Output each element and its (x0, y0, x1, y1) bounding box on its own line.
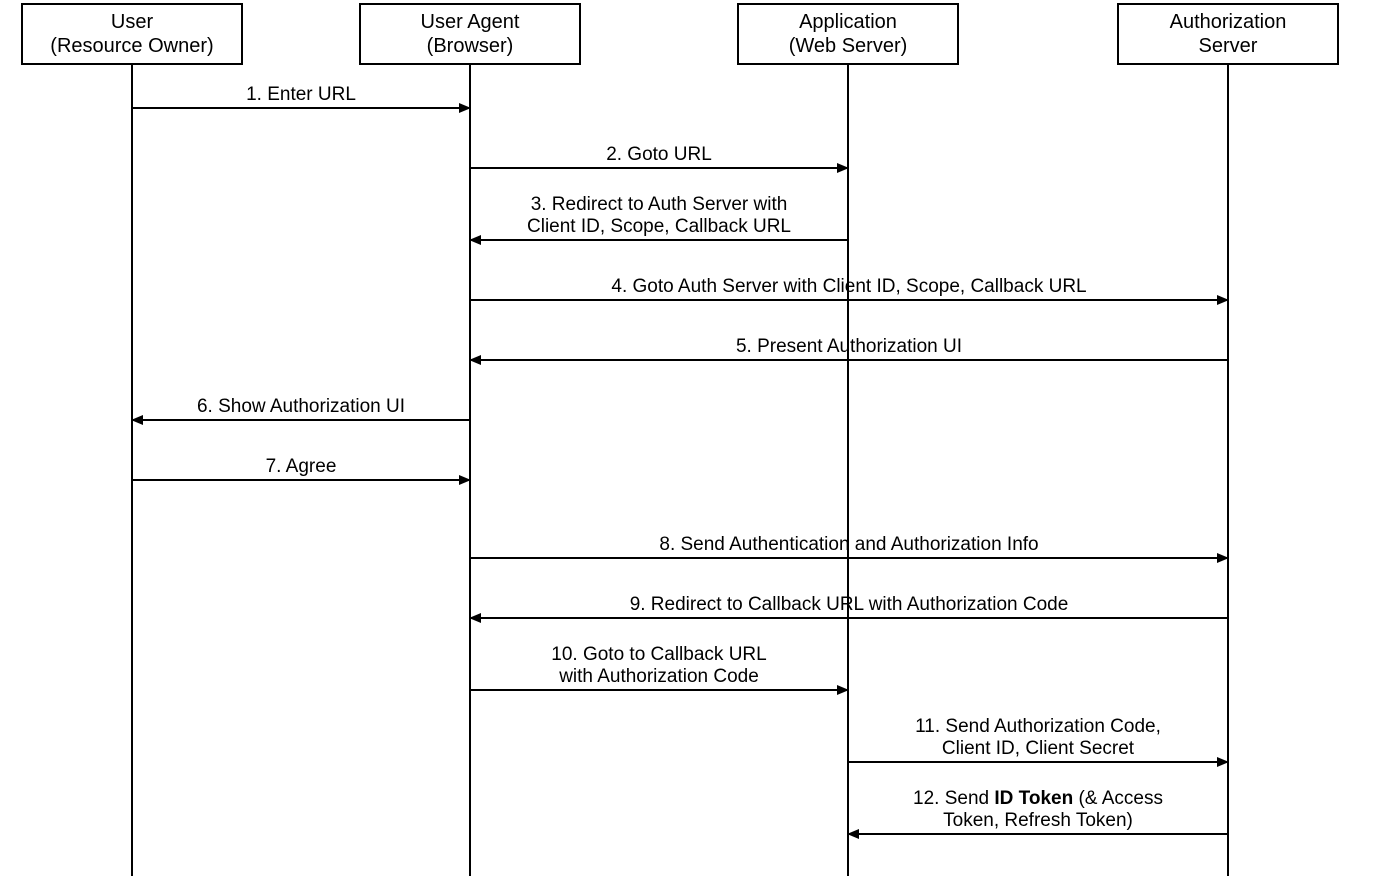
message-label-5: 5. Present Authorization UI (736, 336, 962, 357)
message-label-9: 9. Redirect to Callback URL with Authori… (630, 594, 1069, 615)
message-8: 8. Send Authentication and Authorization… (470, 534, 1228, 558)
message-label-3: 3. Redirect to Auth Server withClient ID… (527, 194, 791, 237)
message-7: 7. Agree (132, 456, 470, 480)
message-5: 5. Present Authorization UI (470, 336, 1228, 360)
message-label-12: 12. Send ID Token (& AccessToken, Refres… (913, 788, 1163, 831)
message-2: 2. Goto URL (470, 144, 848, 168)
message-label-1: 1. Enter URL (246, 84, 356, 105)
message-1: 1. Enter URL (132, 84, 470, 108)
message-6: 6. Show Authorization UI (132, 396, 470, 420)
message-label-2: 2. Goto URL (606, 144, 712, 165)
actor-user: User(Resource Owner) (22, 4, 242, 64)
message-label-11: 11. Send Authorization Code,Client ID, C… (915, 716, 1161, 759)
message-3: 3. Redirect to Auth Server withClient ID… (470, 194, 848, 240)
message-11: 11. Send Authorization Code,Client ID, C… (848, 716, 1228, 762)
message-10: 10. Goto to Callback URLwith Authorizati… (470, 644, 848, 690)
message-label-4: 4. Goto Auth Server with Client ID, Scop… (611, 276, 1086, 297)
message-label-6: 6. Show Authorization UI (197, 396, 405, 417)
message-4: 4. Goto Auth Server with Client ID, Scop… (470, 276, 1228, 300)
sequence-diagram: User(Resource Owner) User Agent(Browser) A… (0, 0, 1384, 886)
actor-app: Application(Web Server) (738, 4, 958, 64)
actor-agent: User Agent(Browser) (360, 4, 580, 64)
message-12: 12. Send ID Token (& AccessToken, Refres… (848, 788, 1228, 834)
message-label-7: 7. Agree (266, 456, 337, 477)
message-9: 9. Redirect to Callback URL with Authori… (470, 594, 1228, 618)
actor-authserver: AuthorizationServer (1118, 4, 1338, 64)
message-label-10: 10. Goto to Callback URLwith Authorizati… (551, 644, 766, 687)
message-label-8: 8. Send Authentication and Authorization… (659, 534, 1038, 555)
